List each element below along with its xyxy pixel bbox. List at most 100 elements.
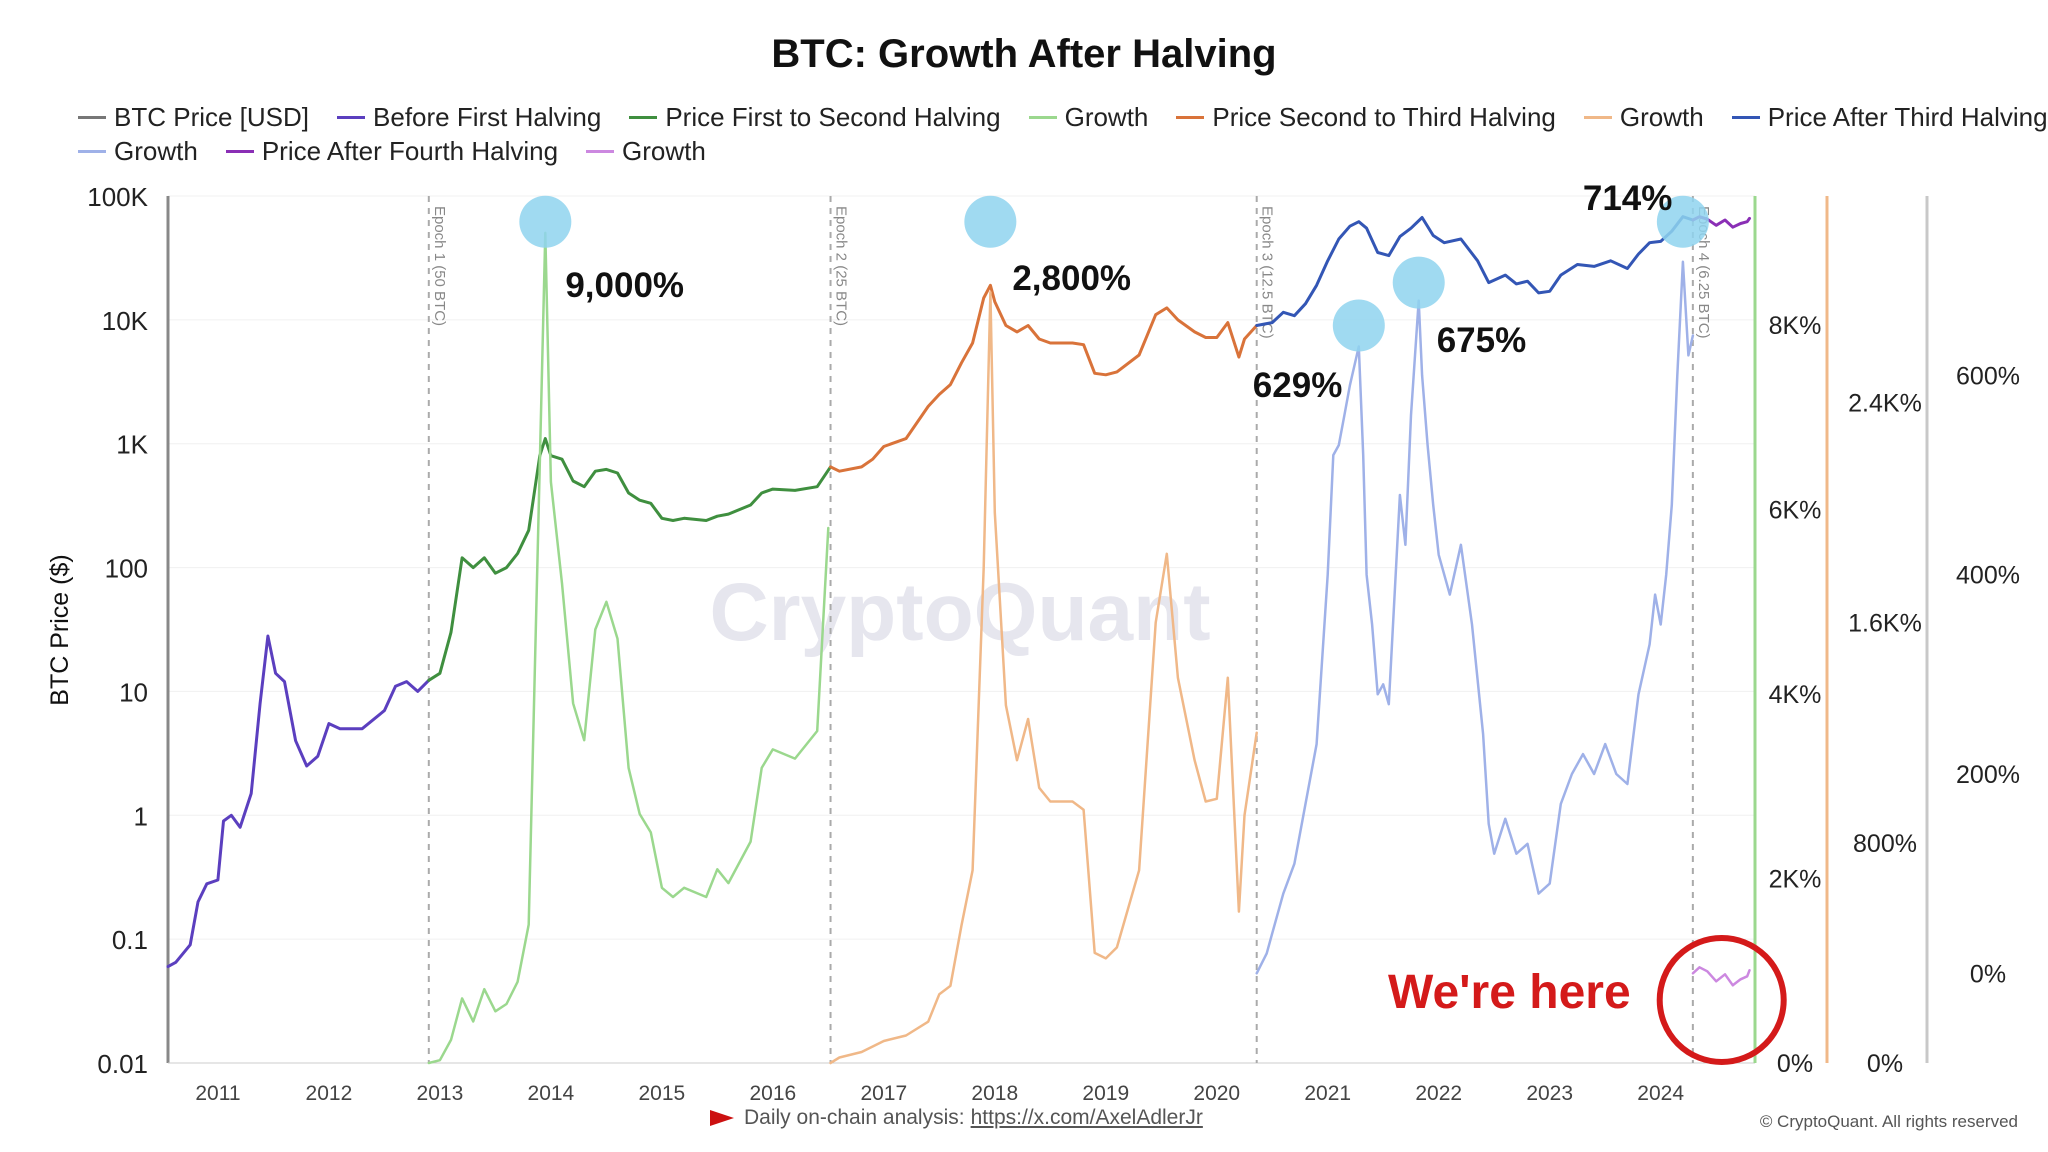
legend-item[interactable]: Growth [586,136,706,167]
legend-swatch [586,149,615,153]
series-line [427,231,830,1065]
x-tick-label: 2018 [971,1082,1018,1105]
chart-title: BTC: Growth After Halving [771,32,1277,76]
y-tick-label: 0.1 [112,925,148,955]
growth-axis-tick: 2K% [1769,866,1822,894]
legend-label: Price Second to Third Halving [1212,101,1556,132]
legend-swatch [78,115,106,119]
legend-item[interactable]: BTC Price [USD] [78,102,309,133]
footer: Daily on-chain analysis: https://x.com/A… [710,1106,1203,1130]
peak-marker [1332,299,1385,352]
legend-item[interactable]: Price Second to Third Halving [1176,101,1556,133]
legend-swatch [337,115,366,119]
x-tick-label: 2021 [1304,1082,1351,1105]
peak-marker [519,195,572,248]
growth-axis-tick: 800% [1853,830,1917,858]
y-tick-label: 10K [102,306,149,336]
legend-swatch [1583,115,1612,119]
legend-item[interactable]: Growth [1028,101,1149,133]
x-tick-label: 2013 [417,1082,464,1105]
y-axis-title: BTC Price ($) [46,554,74,705]
series-line [829,291,1258,1065]
y-tick-label: 10 [119,677,148,707]
peak-marker [1656,195,1709,248]
x-tick-label: 2015 [638,1082,685,1105]
series-line [427,437,832,682]
x-tick-label: 2023 [1526,1082,1573,1105]
legend-label: Growth [114,135,198,166]
x-tick-label: 2022 [1415,1082,1462,1105]
growth-axis-tick: 6K% [1769,497,1822,525]
x-tick-label: 2014 [528,1082,575,1105]
x-tick-label: 2011 [195,1082,240,1105]
growth-axis-tick: 2.4K% [1848,389,1922,417]
peak-annotation: 2,800% [1012,259,1131,298]
peak-marker [964,195,1017,248]
growth-axis-tick: 600% [1956,362,2020,390]
x-tick-label: 2020 [1193,1082,1240,1105]
x-tick-label: 2012 [306,1082,353,1105]
x-tick-label: 2016 [749,1082,796,1105]
legend-swatch [629,115,658,119]
growth-axis-tick: 400% [1956,562,2020,590]
x-tick-label: 2019 [1082,1082,1129,1105]
legend-item[interactable]: Price After Third Halving [1731,101,2048,133]
peak-annotation: 714% [1583,179,1673,218]
flag-icon [710,1110,734,1126]
legend-label: Growth [1064,101,1149,132]
footer-label: Daily on-chain analysis: [744,1106,965,1129]
legend-item[interactable]: Price First to Second Halving [629,101,1001,133]
series-line [166,634,431,969]
peak-marker [1392,256,1445,309]
growth-axis-tick: 0% [1867,1050,1903,1078]
legend: BTC Price [USD] Before First Halving Price… [78,100,2048,168]
legend-label: Growth [622,135,706,166]
legend-item[interactable]: Price After Fourth Halving [225,135,559,167]
growth-axis-tick: 8K% [1769,312,1822,340]
growth-axis-tick: 1.6K% [1848,610,1922,638]
growth-axis-tick: 0% [1970,960,2006,988]
growth-axis-tick: 200% [1956,761,2020,789]
halving-label: Epoch 1 (50 BTC) [431,206,448,326]
legend-label: Price After Third Halving [1767,101,2048,132]
legend-row: Growth Price After Fourth Halving Growth [78,134,2038,168]
footer-link[interactable]: https://x.com/AxelAdlerJr [970,1106,1203,1129]
growth-axis-tick: 4K% [1769,681,1822,709]
series-line [829,283,1259,473]
y-tick-label: 100 [105,554,148,584]
legend-swatch [225,149,254,153]
legend-label: Growth [1619,101,1704,132]
peak-annotation: 9,000% [565,266,684,305]
legend-swatch [1028,115,1057,119]
peak-annotation: 675% [1437,321,1527,360]
were-here-label: We're here [1388,966,1631,1019]
series-line [1255,260,1695,975]
y-tick-label: 1 [134,801,148,831]
legend-label: Price After Fourth Halving [261,135,559,166]
legend-label: BTC Price [USD] [114,101,310,132]
x-tick-label: 2024 [1637,1082,1684,1105]
y-tick-label: 1K [116,430,148,460]
halving-label: Epoch 2 (25 BTC) [833,206,850,326]
x-tick-label: 2017 [860,1082,907,1105]
series-line [1255,215,1695,327]
legend-label: Price First to Second Halving [665,101,1001,132]
y-tick-label: 0.01 [97,1049,148,1079]
were-here-circle [1656,935,1787,1065]
peak-annotation: 629% [1253,366,1343,405]
halving-label: Epoch 3 (12.5 BTC) [1259,206,1276,339]
legend-item[interactable]: Growth [78,136,198,167]
copyright: © CryptoQuant. All rights reserved [1759,1112,2018,1131]
legend-swatch [78,149,106,153]
y-tick-label: 100K [87,182,148,212]
series-line [1691,966,1751,987]
watermark: CryptoQuant [709,567,1210,658]
legend-item[interactable]: Growth [1583,101,1704,133]
legend-label: Before First Halving [373,101,602,132]
legend-row: BTC Price [USD] Before First Halving Price… [78,100,2048,134]
legend-item[interactable]: Before First Halving [337,102,601,133]
legend-swatch [1176,115,1205,119]
growth-axis-tick: 0% [1777,1050,1813,1078]
legend-swatch [1731,115,1760,119]
